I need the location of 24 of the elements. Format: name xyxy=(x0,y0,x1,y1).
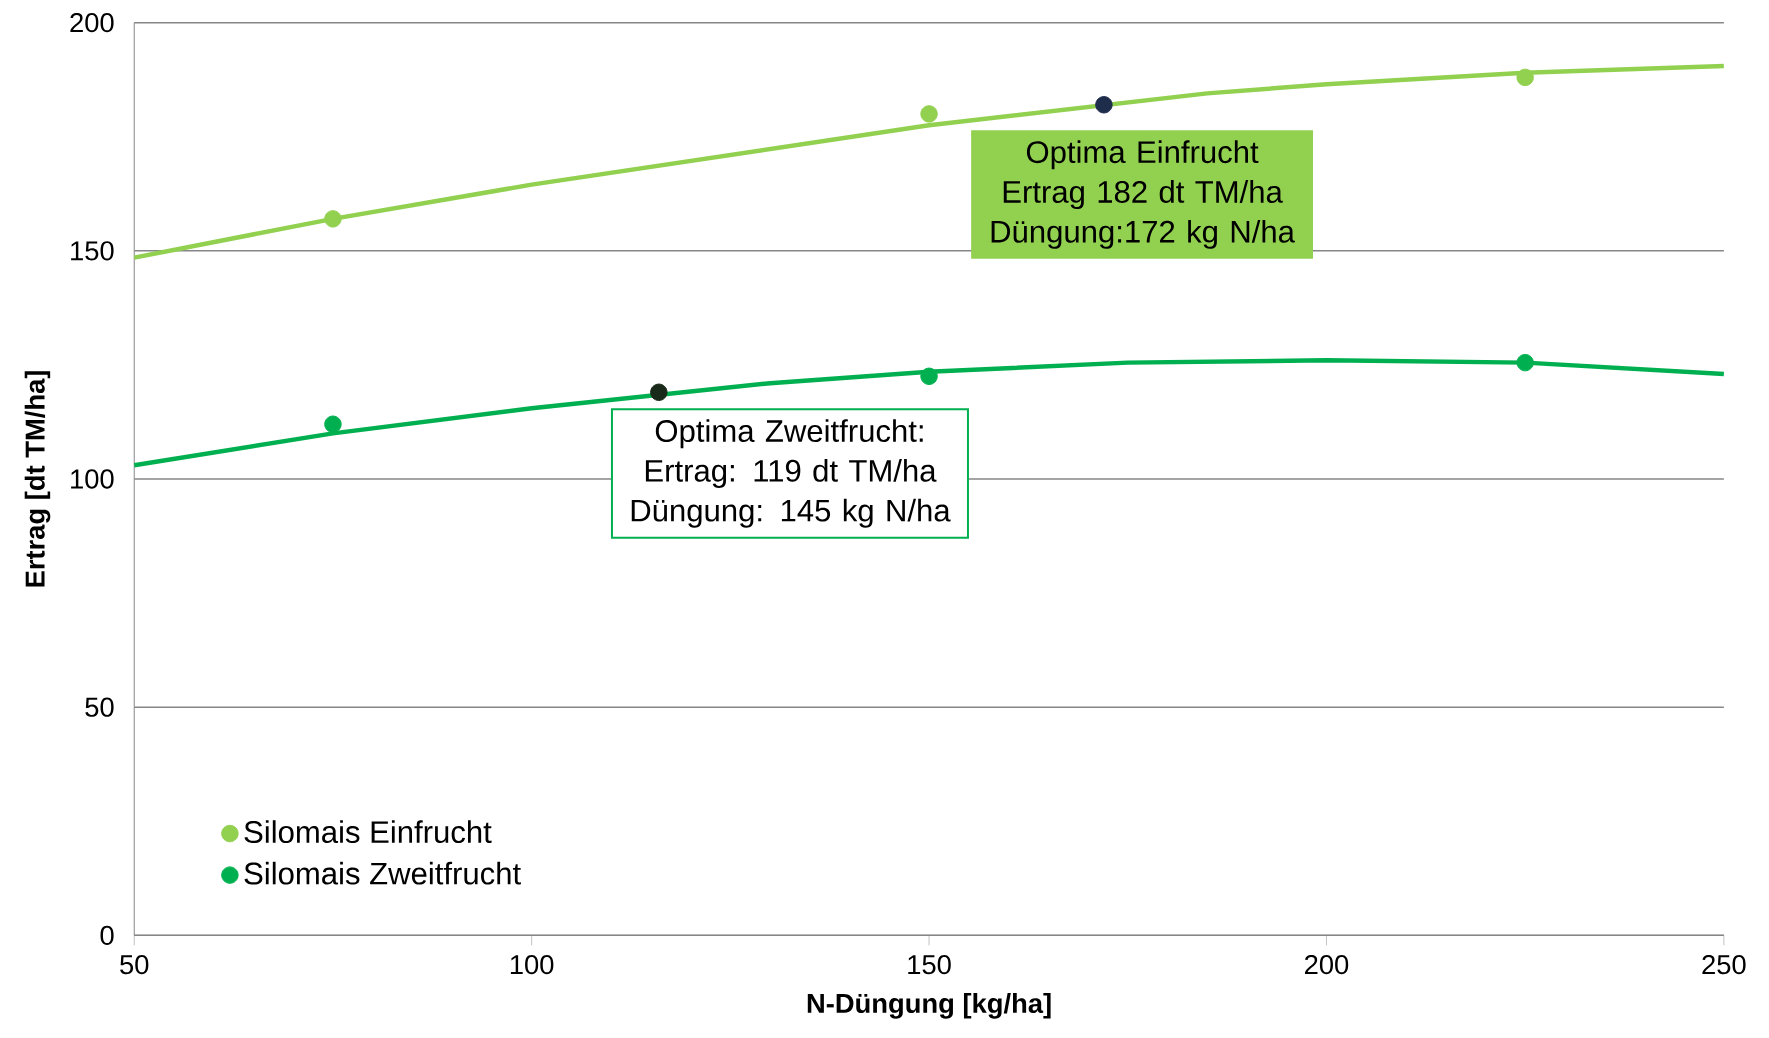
y-tick-label: 100 xyxy=(71,469,114,489)
y-tick-label: 200 xyxy=(70,12,114,33)
y-tick-label: 0 xyxy=(100,925,114,946)
x-tick-label: 150 xyxy=(908,954,951,975)
annotation: Optima Einfrucht Ertrag 182 dt TM/ha Düngung:172 kg N/ha xyxy=(991,140,1295,249)
x-tick-label: 250 xyxy=(1702,954,1746,975)
point xyxy=(1095,96,1113,114)
y-tick-label: 50 xyxy=(85,697,114,717)
legend-label: Silomais Einfrucht xyxy=(244,820,492,844)
annotation: Optima Zweitfrucht: Ertrag: 119 dt TM/ha Düngung: 145 kg N/ha xyxy=(631,419,951,528)
point xyxy=(650,383,668,401)
point xyxy=(920,367,938,385)
legend-label: Silomais Zweitfrucht xyxy=(244,861,521,885)
point xyxy=(324,415,342,433)
point xyxy=(1516,68,1534,87)
y-tick-label: 150 xyxy=(71,241,114,261)
x-tick-label: 200 xyxy=(1305,954,1349,975)
y-axis-title: Ertrag [dt TM/ha] xyxy=(24,371,51,587)
x-axis-title: N-Düngung [kg/ha] xyxy=(807,993,1051,1019)
x-tick-label: 50 xyxy=(120,954,149,975)
point xyxy=(920,105,938,123)
point xyxy=(1516,353,1534,372)
point xyxy=(324,210,342,228)
x-tick-label: 100 xyxy=(510,954,554,975)
